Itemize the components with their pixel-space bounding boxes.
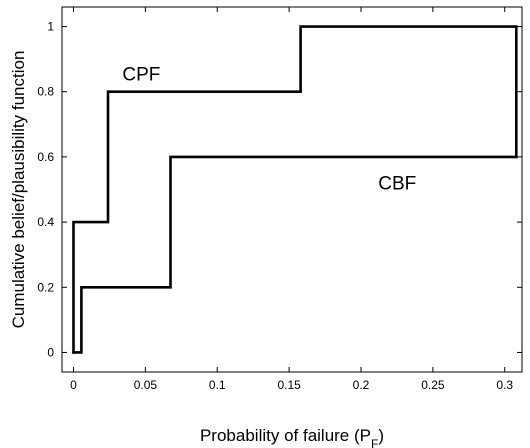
series-line-cpf xyxy=(72,25,518,354)
ticks xyxy=(62,7,522,372)
series-group xyxy=(72,25,518,354)
x-tick-label: 0 xyxy=(70,378,77,392)
y-tick-label: 0.6 xyxy=(37,150,54,164)
y-tick-label: 0 xyxy=(47,345,54,359)
x-tick-label: 0.2 xyxy=(353,378,370,392)
x-axis-label-subscript: F xyxy=(371,437,378,448)
plot-frame xyxy=(61,6,523,373)
x-tick-label: 0.25 xyxy=(421,378,445,392)
series-line-cbf xyxy=(72,155,518,354)
y-tick-label: 1 xyxy=(47,20,54,34)
x-axis-label: Probability of failure (PF) xyxy=(200,426,384,448)
curve-label-cpf: CPF xyxy=(122,64,160,85)
x-tick-label: 0.15 xyxy=(277,378,301,392)
y-axis-label: Cumulative belief/plausibility function xyxy=(9,51,28,329)
x-tick-label: 0.3 xyxy=(496,378,513,392)
curve-label-cbf: CBF xyxy=(378,174,416,195)
x-axis-label-main: Probability of failure (P xyxy=(200,426,371,445)
x-axis-label-close: ) xyxy=(378,426,384,445)
tick-labels: 0 0.05 0.1 0.15 0.2 0.25 0.3 0 0.2 0.4 0.6 0.8 1 xyxy=(37,20,513,392)
x-tick-label: 0.1 xyxy=(209,378,226,392)
y-tick-label: 0.8 xyxy=(37,85,54,99)
annotations: CPF CBF xyxy=(122,64,416,194)
y-tick-label: 0.2 xyxy=(37,280,54,294)
y-tick-label: 0.4 xyxy=(37,215,54,229)
x-tick-label: 0.05 xyxy=(134,378,158,392)
